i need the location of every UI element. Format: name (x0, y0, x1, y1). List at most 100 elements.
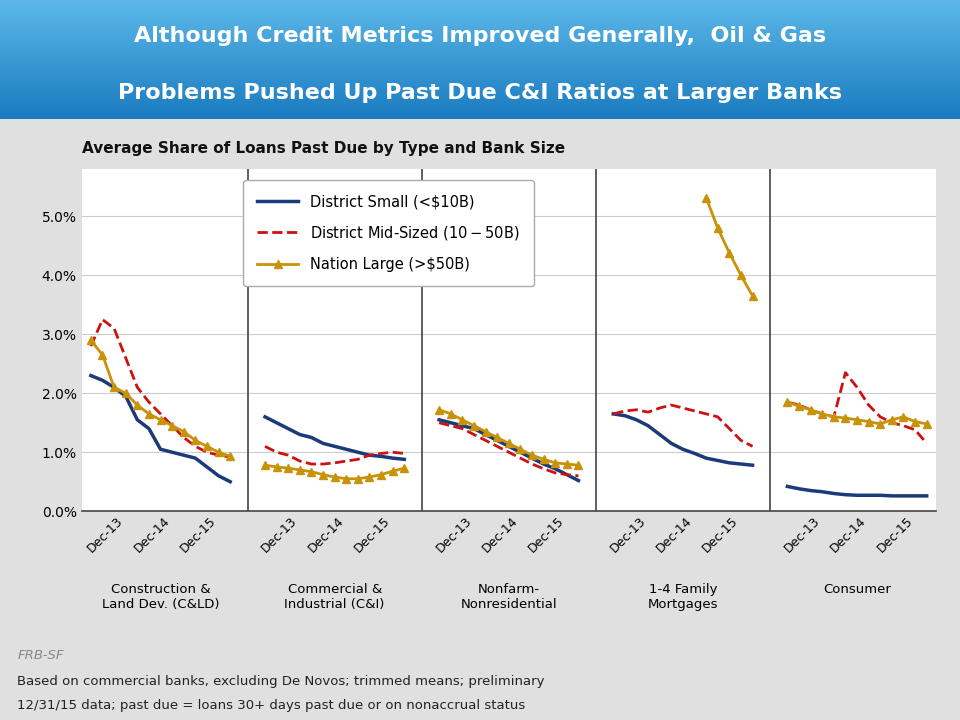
Bar (0, 13, 960, 14)
Bar (0, 56, 960, 58)
Bar (0, 2, 960, 3)
Bar (0, 35, 960, 37)
Bar (0, 31, 960, 32)
Bar (0, 42, 960, 43)
Bar (0, 75, 960, 76)
Bar (0, 99, 960, 100)
Text: FRB-SF: FRB-SF (17, 649, 63, 662)
Bar (0, 16, 960, 17)
Text: 12/31/15 data; past due = loans 30+ days past due or on nonaccrual status: 12/31/15 data; past due = loans 30+ days… (17, 698, 525, 711)
Bar (0, 23, 960, 24)
Bar (0, 116, 960, 117)
Bar (0, 39, 960, 40)
Bar (0, 8, 960, 9)
Bar (0, 112, 960, 113)
Bar (0, 50, 960, 52)
Bar (0, 6, 960, 7)
Bar (0, 26, 960, 27)
Bar (0, 32, 960, 34)
Bar (0, 24, 960, 26)
Bar (0, 30, 960, 31)
Bar (0, 40, 960, 42)
Bar (0, 11, 960, 12)
Text: Problems Pushed Up Past Due C&I Ratios at Larger Banks: Problems Pushed Up Past Due C&I Ratios a… (118, 83, 842, 103)
Bar (0, 37, 960, 39)
Text: Although Credit Metrics Improved Generally,  Oil & Gas: Although Credit Metrics Improved General… (134, 26, 826, 45)
Bar (0, 53, 960, 55)
Bar (0, 104, 960, 105)
Text: Based on commercial banks, excluding De Novos; trimmed means; preliminary: Based on commercial banks, excluding De … (17, 675, 544, 688)
Bar (0, 17, 960, 18)
Bar (0, 47, 960, 48)
Bar (0, 94, 960, 95)
Bar (0, 7, 960, 8)
Bar (0, 22, 960, 23)
Bar (0, 77, 960, 78)
Text: Construction &
Land Dev. (C&LD): Construction & Land Dev. (C&LD) (102, 583, 219, 611)
Text: Average Share of Loans Past Due by Type and Bank Size: Average Share of Loans Past Due by Type … (82, 140, 564, 156)
Bar (0, 103, 960, 104)
Bar (0, 0, 960, 1)
Bar (0, 4, 960, 5)
Bar (0, 64, 960, 66)
Bar (0, 43, 960, 45)
Bar (0, 118, 960, 119)
Bar (0, 29, 960, 30)
Bar (0, 105, 960, 106)
Bar (0, 113, 960, 114)
Bar (0, 101, 960, 102)
Bar (0, 45, 960, 47)
Bar (0, 14, 960, 15)
Bar (0, 78, 960, 79)
Bar (0, 111, 960, 112)
Bar (0, 72, 960, 73)
Bar (0, 18, 960, 19)
Bar (0, 61, 960, 63)
Bar (0, 84, 960, 85)
Bar (0, 9, 960, 10)
Bar (0, 19, 960, 21)
Bar (0, 109, 960, 110)
Text: Commercial &
Industrial (C&I): Commercial & Industrial (C&I) (284, 583, 385, 611)
Bar (0, 76, 960, 77)
Bar (0, 93, 960, 94)
Bar (0, 5, 960, 6)
Bar (0, 100, 960, 101)
Bar (0, 12, 960, 13)
Bar (0, 27, 960, 29)
Bar (0, 34, 960, 35)
Bar (0, 1, 960, 2)
Bar (0, 85, 960, 86)
Bar (0, 80, 960, 81)
Text: Nonfarm-
Nonresidential: Nonfarm- Nonresidential (461, 583, 557, 611)
Bar (0, 90, 960, 91)
Bar (0, 48, 960, 50)
Bar (0, 69, 960, 71)
Bar (0, 3, 960, 4)
Bar (0, 15, 960, 16)
Bar (0, 10, 960, 11)
Bar (0, 98, 960, 99)
Bar (0, 89, 960, 90)
Bar (0, 95, 960, 96)
Bar (0, 73, 960, 74)
Bar (0, 60, 960, 61)
Bar (0, 63, 960, 64)
Bar (0, 86, 960, 87)
Text: 1-4 Family
Mortgages: 1-4 Family Mortgages (648, 583, 718, 611)
Bar (0, 59, 960, 60)
Bar (0, 107, 960, 108)
Bar (0, 88, 960, 89)
Bar (0, 66, 960, 68)
Bar (0, 81, 960, 82)
Bar (0, 114, 960, 116)
Bar (0, 92, 960, 93)
Bar (0, 102, 960, 103)
Bar (0, 117, 960, 118)
Text: Consumer: Consumer (823, 583, 891, 596)
Bar (0, 58, 960, 60)
Bar (0, 68, 960, 69)
Bar (0, 52, 960, 53)
Bar (0, 96, 960, 97)
Bar (0, 108, 960, 109)
